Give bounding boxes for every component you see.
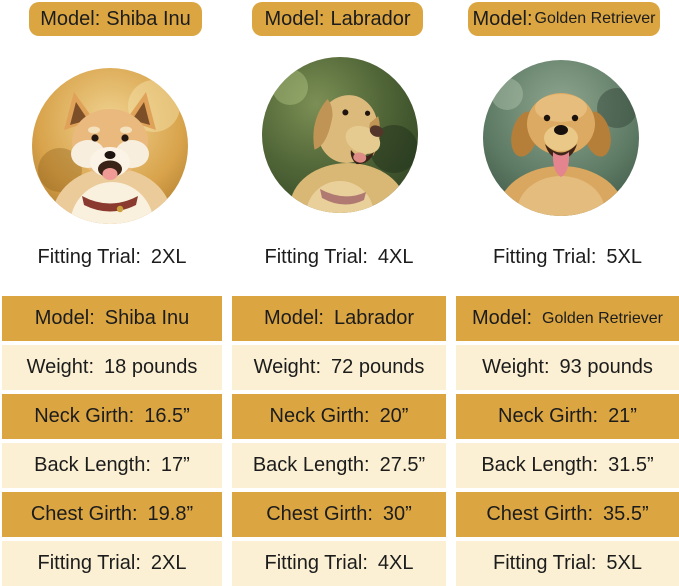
shiba-inu-photo xyxy=(32,68,188,224)
row-label: Weight: xyxy=(253,356,322,378)
row-value: 2XL xyxy=(150,552,187,574)
badge-label: Model: xyxy=(264,7,325,30)
row-value: 17” xyxy=(160,454,190,476)
size-table-labrador: Model: Labrador Weight: 72 pounds Neck G… xyxy=(232,296,446,586)
row-label: Neck Girth: xyxy=(34,405,135,427)
model-badge-golden-retriever: Model: Golden Retriever xyxy=(468,2,660,36)
table-row-back-length: Back Length: 31.5” xyxy=(456,443,679,488)
row-value: 93 pounds xyxy=(559,356,653,378)
table-row-fitting-trial: Fitting Trial: 5XL xyxy=(456,541,679,586)
model-badge-shiba-inu: Model: Shiba Inu xyxy=(29,2,202,36)
badge-label: Model: xyxy=(472,7,533,30)
row-value: 72 pounds xyxy=(331,356,425,378)
table-row-weight: Weight: 72 pounds xyxy=(232,345,446,390)
row-label: Weight: xyxy=(26,356,95,378)
badge-value: Labrador xyxy=(330,7,411,30)
fitting-trial-label: Fitting Trial: xyxy=(493,245,597,268)
row-value: 30” xyxy=(382,503,412,525)
row-value: 4XL xyxy=(377,552,414,574)
row-value: 31.5” xyxy=(608,454,654,476)
row-value: 5XL xyxy=(606,552,642,574)
table-row-model: Model: Shiba Inu xyxy=(2,296,222,341)
table-row-neck-girth: Neck Girth: 21” xyxy=(456,394,679,439)
badge-value: Shiba Inu xyxy=(106,7,191,30)
row-value: Shiba Inu xyxy=(104,307,190,329)
table-row-weight: Weight: 18 pounds xyxy=(2,345,222,390)
row-label: Model: xyxy=(472,307,533,329)
row-value: Golden Retriever xyxy=(542,309,663,327)
table-row-neck-girth: Neck Girth: 16.5” xyxy=(2,394,222,439)
size-table-golden-retriever: Model: Golden Retriever Weight: 93 pound… xyxy=(456,296,679,586)
table-row-fitting-trial: Fitting Trial: 4XL xyxy=(232,541,446,586)
table-row-weight: Weight: 93 pounds xyxy=(456,345,679,390)
row-value: 18 pounds xyxy=(104,356,198,378)
size-table-shiba-inu: Model: Shiba Inu Weight: 18 pounds Neck … xyxy=(2,296,222,586)
row-value: 16.5” xyxy=(144,405,190,427)
fitting-trial-label: Fitting Trial: xyxy=(264,245,368,268)
table-row-model: Model: Golden Retriever xyxy=(456,296,679,341)
table-row-fitting-trial: Fitting Trial: 2XL xyxy=(2,541,222,586)
table-row-model: Model: Labrador xyxy=(232,296,446,341)
badge-label: Model: xyxy=(40,7,101,30)
table-row-chest-girth: Chest Girth: 19.8” xyxy=(2,492,222,537)
row-value: 21” xyxy=(608,405,637,427)
shiba-inu-illustration xyxy=(32,68,188,224)
model-badge-labrador: Model: Labrador xyxy=(252,2,423,36)
row-label: Chest Girth: xyxy=(486,503,594,525)
golden-retriever-illustration xyxy=(483,60,639,216)
row-label: Fitting Trial: xyxy=(264,552,368,574)
fitting-trial-value: 4XL xyxy=(377,245,414,268)
labrador-photo xyxy=(262,57,418,213)
fitting-trial-caption-golden: Fitting Trial: 5XL xyxy=(456,244,679,270)
row-value: 35.5” xyxy=(603,503,649,525)
fitting-trial-label: Fitting Trial: xyxy=(37,245,141,268)
table-row-back-length: Back Length: 27.5” xyxy=(232,443,446,488)
row-label: Back Length: xyxy=(34,454,151,476)
row-label: Fitting Trial: xyxy=(493,552,597,574)
fitting-trial-caption-labrador: Fitting Trial: 4XL xyxy=(232,244,446,270)
row-label: Neck Girth: xyxy=(269,405,370,427)
row-label: Back Length: xyxy=(481,454,599,476)
row-label: Model: xyxy=(263,307,324,329)
table-row-chest-girth: Chest Girth: 30” xyxy=(232,492,446,537)
row-label: Back Length: xyxy=(252,454,370,476)
golden-retriever-photo xyxy=(483,60,639,216)
row-label: Neck Girth: xyxy=(498,405,599,427)
badge-value: Golden Retriever xyxy=(534,10,656,27)
row-value: Labrador xyxy=(333,307,415,329)
row-value: 27.5” xyxy=(379,454,426,476)
row-value: 19.8” xyxy=(147,503,194,525)
row-value: 20” xyxy=(379,405,409,427)
table-row-chest-girth: Chest Girth: 35.5” xyxy=(456,492,679,537)
row-label: Model: xyxy=(34,307,95,329)
fitting-trial-value: 2XL xyxy=(150,245,187,268)
row-label: Chest Girth: xyxy=(266,503,373,525)
row-label: Weight: xyxy=(482,356,550,378)
fitting-trial-caption-shiba: Fitting Trial: 2XL xyxy=(2,244,222,270)
row-label: Chest Girth: xyxy=(30,503,138,525)
fitting-trial-value: 5XL xyxy=(606,245,642,268)
labrador-illustration xyxy=(262,57,418,213)
table-row-neck-girth: Neck Girth: 20” xyxy=(232,394,446,439)
table-row-back-length: Back Length: 17” xyxy=(2,443,222,488)
row-label: Fitting Trial: xyxy=(37,552,141,574)
